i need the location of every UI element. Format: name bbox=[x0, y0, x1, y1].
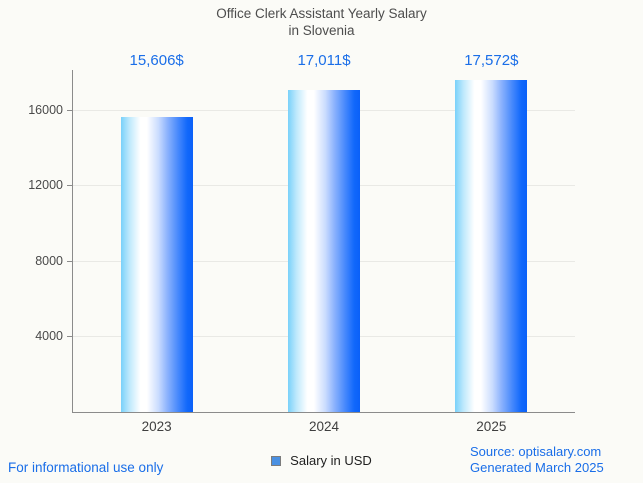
legend-label: Salary in USD bbox=[290, 453, 372, 468]
category-label-2023: 2023 bbox=[141, 419, 172, 434]
value-label-2023: 15,606$ bbox=[129, 52, 184, 69]
y-tick-12000 bbox=[67, 185, 72, 187]
y-tick-label-16000: 16000 bbox=[28, 102, 63, 117]
y-tick-label-8000: 8000 bbox=[35, 253, 63, 268]
value-label-2024: 17,011$ bbox=[297, 52, 351, 69]
y-tick-4000 bbox=[67, 336, 72, 338]
legend: Salary in USD bbox=[0, 453, 643, 468]
bar-2023 bbox=[120, 116, 193, 412]
category-label-2025: 2025 bbox=[476, 419, 507, 434]
y-tick-8000 bbox=[67, 260, 72, 262]
disclaimer-text: For informational use only bbox=[8, 460, 164, 475]
value-label-2025: 17,572$ bbox=[464, 52, 519, 69]
generated-text: Generated March 2025 bbox=[470, 459, 604, 475]
y-tick-label-12000: 12000 bbox=[28, 178, 63, 193]
bar-2025 bbox=[455, 79, 528, 412]
y-tick-16000 bbox=[67, 109, 72, 111]
legend-swatch-icon bbox=[271, 455, 282, 466]
source-block: Source: optisalary.com Generated March 2… bbox=[470, 444, 604, 475]
source-text: Source: optisalary.com bbox=[470, 444, 602, 459]
chart-title: Office Clerk Assistant Yearly Salary in … bbox=[216, 6, 427, 38]
category-label-2024: 2024 bbox=[308, 419, 340, 434]
y-tick-label-4000: 4000 bbox=[35, 329, 63, 344]
bar-2024 bbox=[288, 90, 360, 412]
plot-area: 4000 8000 12000 16000 15,606$ 2023 17,011$ 2024… bbox=[28, 52, 575, 434]
